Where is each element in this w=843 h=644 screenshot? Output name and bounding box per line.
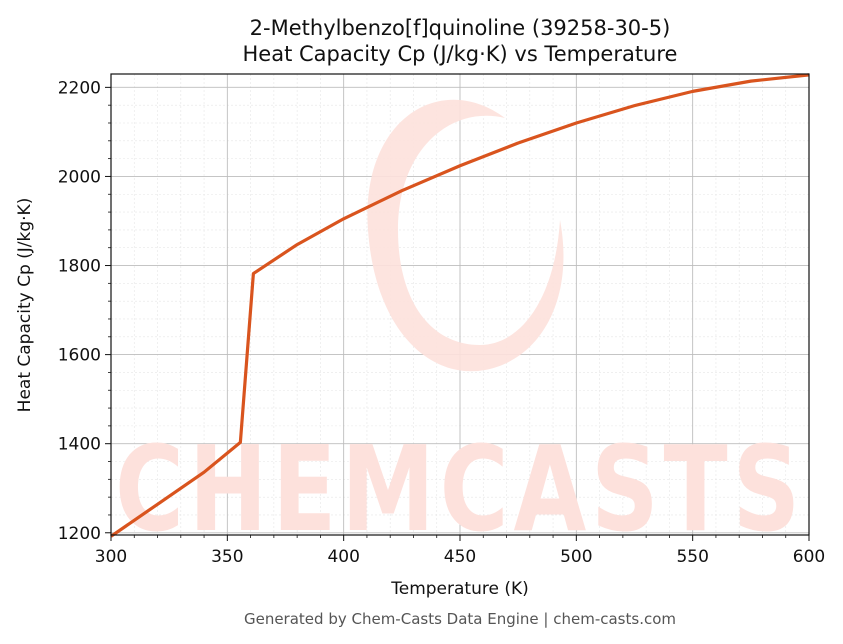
y-tick-label: 1200 (58, 524, 101, 544)
y-tick-label: 2200 (58, 78, 101, 98)
y-tick-label: 1600 (58, 346, 101, 366)
x-tick-label: 500 (560, 547, 592, 567)
chart-subtitle: Heat Capacity Cp (J/kg·K) vs Temperature (243, 42, 678, 66)
x-axis: 300 350 400 450 500 550 600 (95, 535, 825, 567)
footer-credit: Generated by Chem-Casts Data Engine | ch… (244, 610, 676, 628)
x-tick-label: 550 (676, 547, 708, 567)
series-line (110, 73, 810, 538)
x-tick-label: 600 (793, 547, 825, 567)
y-axis: 1200 1400 1600 1800 2000 2200 (58, 78, 111, 544)
y-axis-label: Heat Capacity Cp (J/kg·K) (15, 198, 35, 413)
x-tick-label: 400 (327, 547, 359, 567)
y-tick-label: 1800 (58, 257, 101, 277)
y-tick-label: 2000 (58, 167, 101, 187)
x-tick-label: 450 (444, 547, 476, 567)
chart-title: 2-Methylbenzo[f]quinoline (39258-30-5) (250, 16, 671, 40)
y-tick-label: 1400 (58, 435, 101, 455)
x-tick-label: 350 (211, 547, 243, 567)
x-tick-label: 300 (95, 547, 127, 567)
x-axis-label: Temperature (K) (390, 579, 529, 599)
